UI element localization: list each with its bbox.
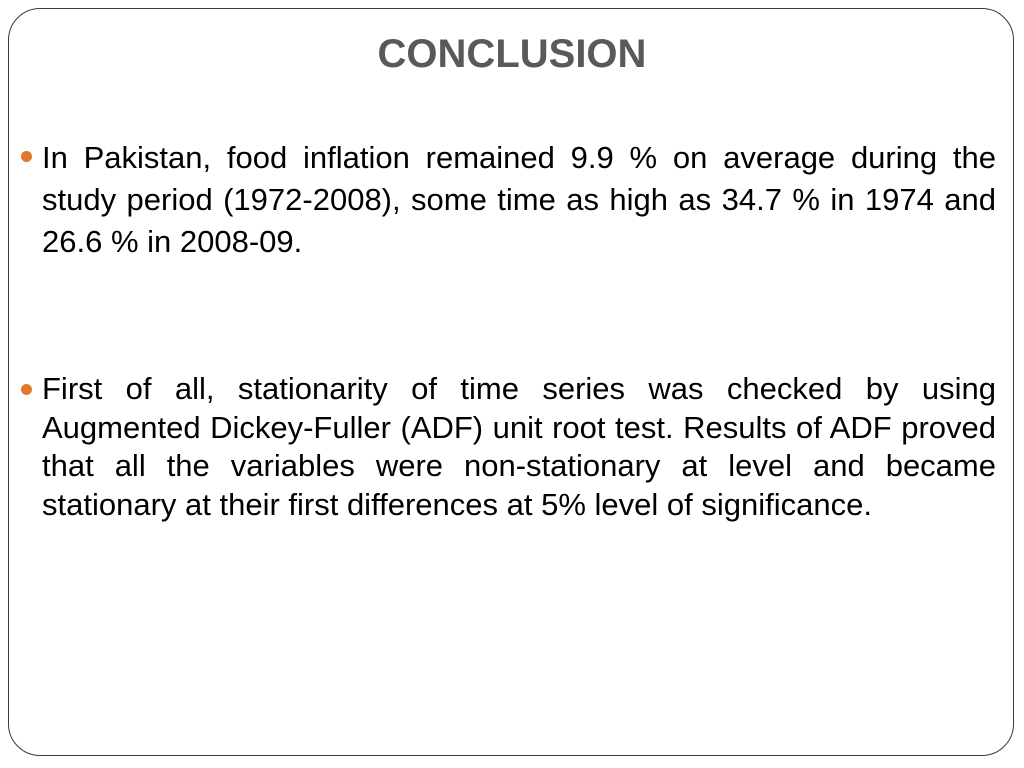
bullet-text: In Pakistan, food inflation remained 9.9… — [21, 137, 996, 263]
slide-frame — [8, 8, 1014, 756]
bullet-text: First of all, stationarity of time serie… — [21, 370, 996, 524]
slide-title: CONCLUSION — [377, 32, 647, 76]
